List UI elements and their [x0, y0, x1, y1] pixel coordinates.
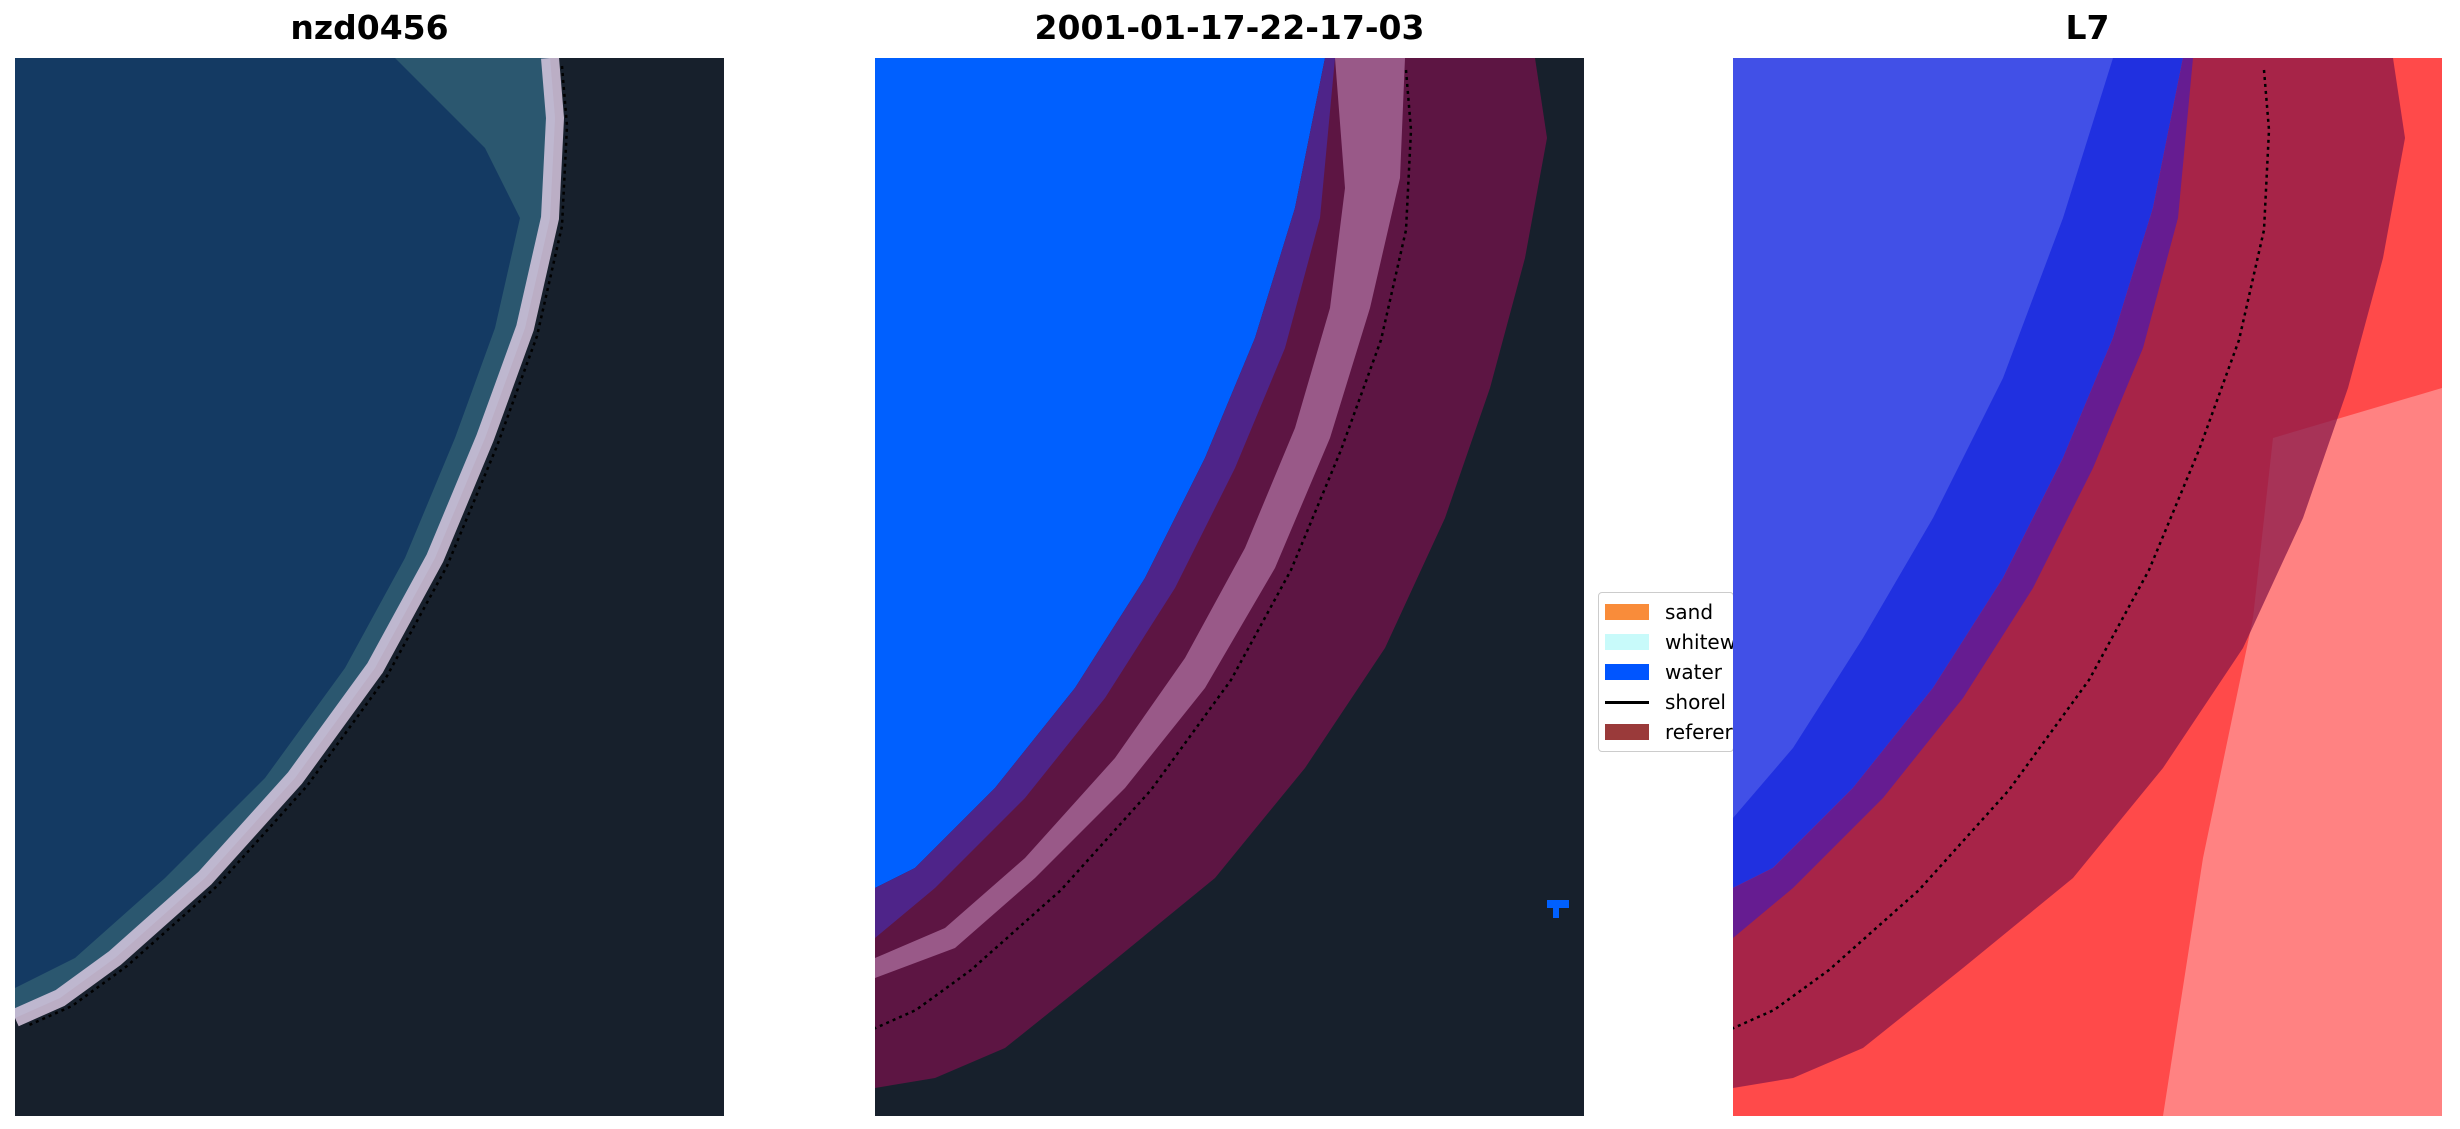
water-swatch: [1605, 664, 1649, 680]
classification-image: [875, 58, 1584, 1116]
legend-label-shoreline: shorel: [1665, 690, 1726, 714]
reference-swatch: [1605, 724, 1649, 740]
shoreline-swatch: [1605, 700, 1649, 704]
water-index-area: [1733, 58, 2183, 888]
panel-title-rgb: nzd0456: [290, 8, 449, 47]
index-panel: [1733, 58, 2442, 1116]
legend: sand whitew water shorel referer: [1598, 592, 1734, 752]
legend-item-whitewater: whitew: [1605, 630, 1734, 654]
legend-item-sand: sand: [1605, 600, 1714, 624]
classification-panel: [875, 58, 1584, 1116]
water-speck: [1547, 900, 1569, 918]
legend-label-whitewater: whitew: [1665, 630, 1734, 654]
legend-label-reference: referer: [1665, 720, 1733, 744]
land-highlights: [2163, 388, 2442, 1116]
rgb-image-panel: [15, 58, 724, 1116]
panel-title-l7: L7: [2065, 8, 2110, 47]
index-image: [1733, 58, 2442, 1116]
water-class-area: [875, 58, 1325, 888]
shoreline-path: [875, 69, 1413, 1030]
shoreline-path: [1733, 69, 2271, 1030]
surf-line: [15, 58, 565, 1027]
shoreline-path: [26, 65, 569, 1028]
legend-item-shoreline: shorel: [1605, 690, 1726, 714]
sand-swatch: [1605, 604, 1649, 620]
rgb-image: [15, 58, 724, 1116]
reference-buffer-outer: [875, 58, 1547, 1088]
ocean-area: [15, 58, 555, 1018]
shallow-water: [15, 58, 555, 1018]
panel-title-date: 2001-01-17-22-17-03: [1034, 8, 1425, 47]
legend-label-water: water: [1665, 660, 1722, 684]
water-texture: [1733, 58, 2113, 818]
legend-item-water: water: [1605, 660, 1722, 684]
whitewater-class-area: [875, 58, 1405, 978]
legend-item-reference: referer: [1605, 720, 1733, 744]
legend-label-sand: sand: [1665, 600, 1714, 624]
reference-buffer-outer: [1733, 58, 2405, 1088]
whitewater-swatch: [1605, 634, 1649, 650]
